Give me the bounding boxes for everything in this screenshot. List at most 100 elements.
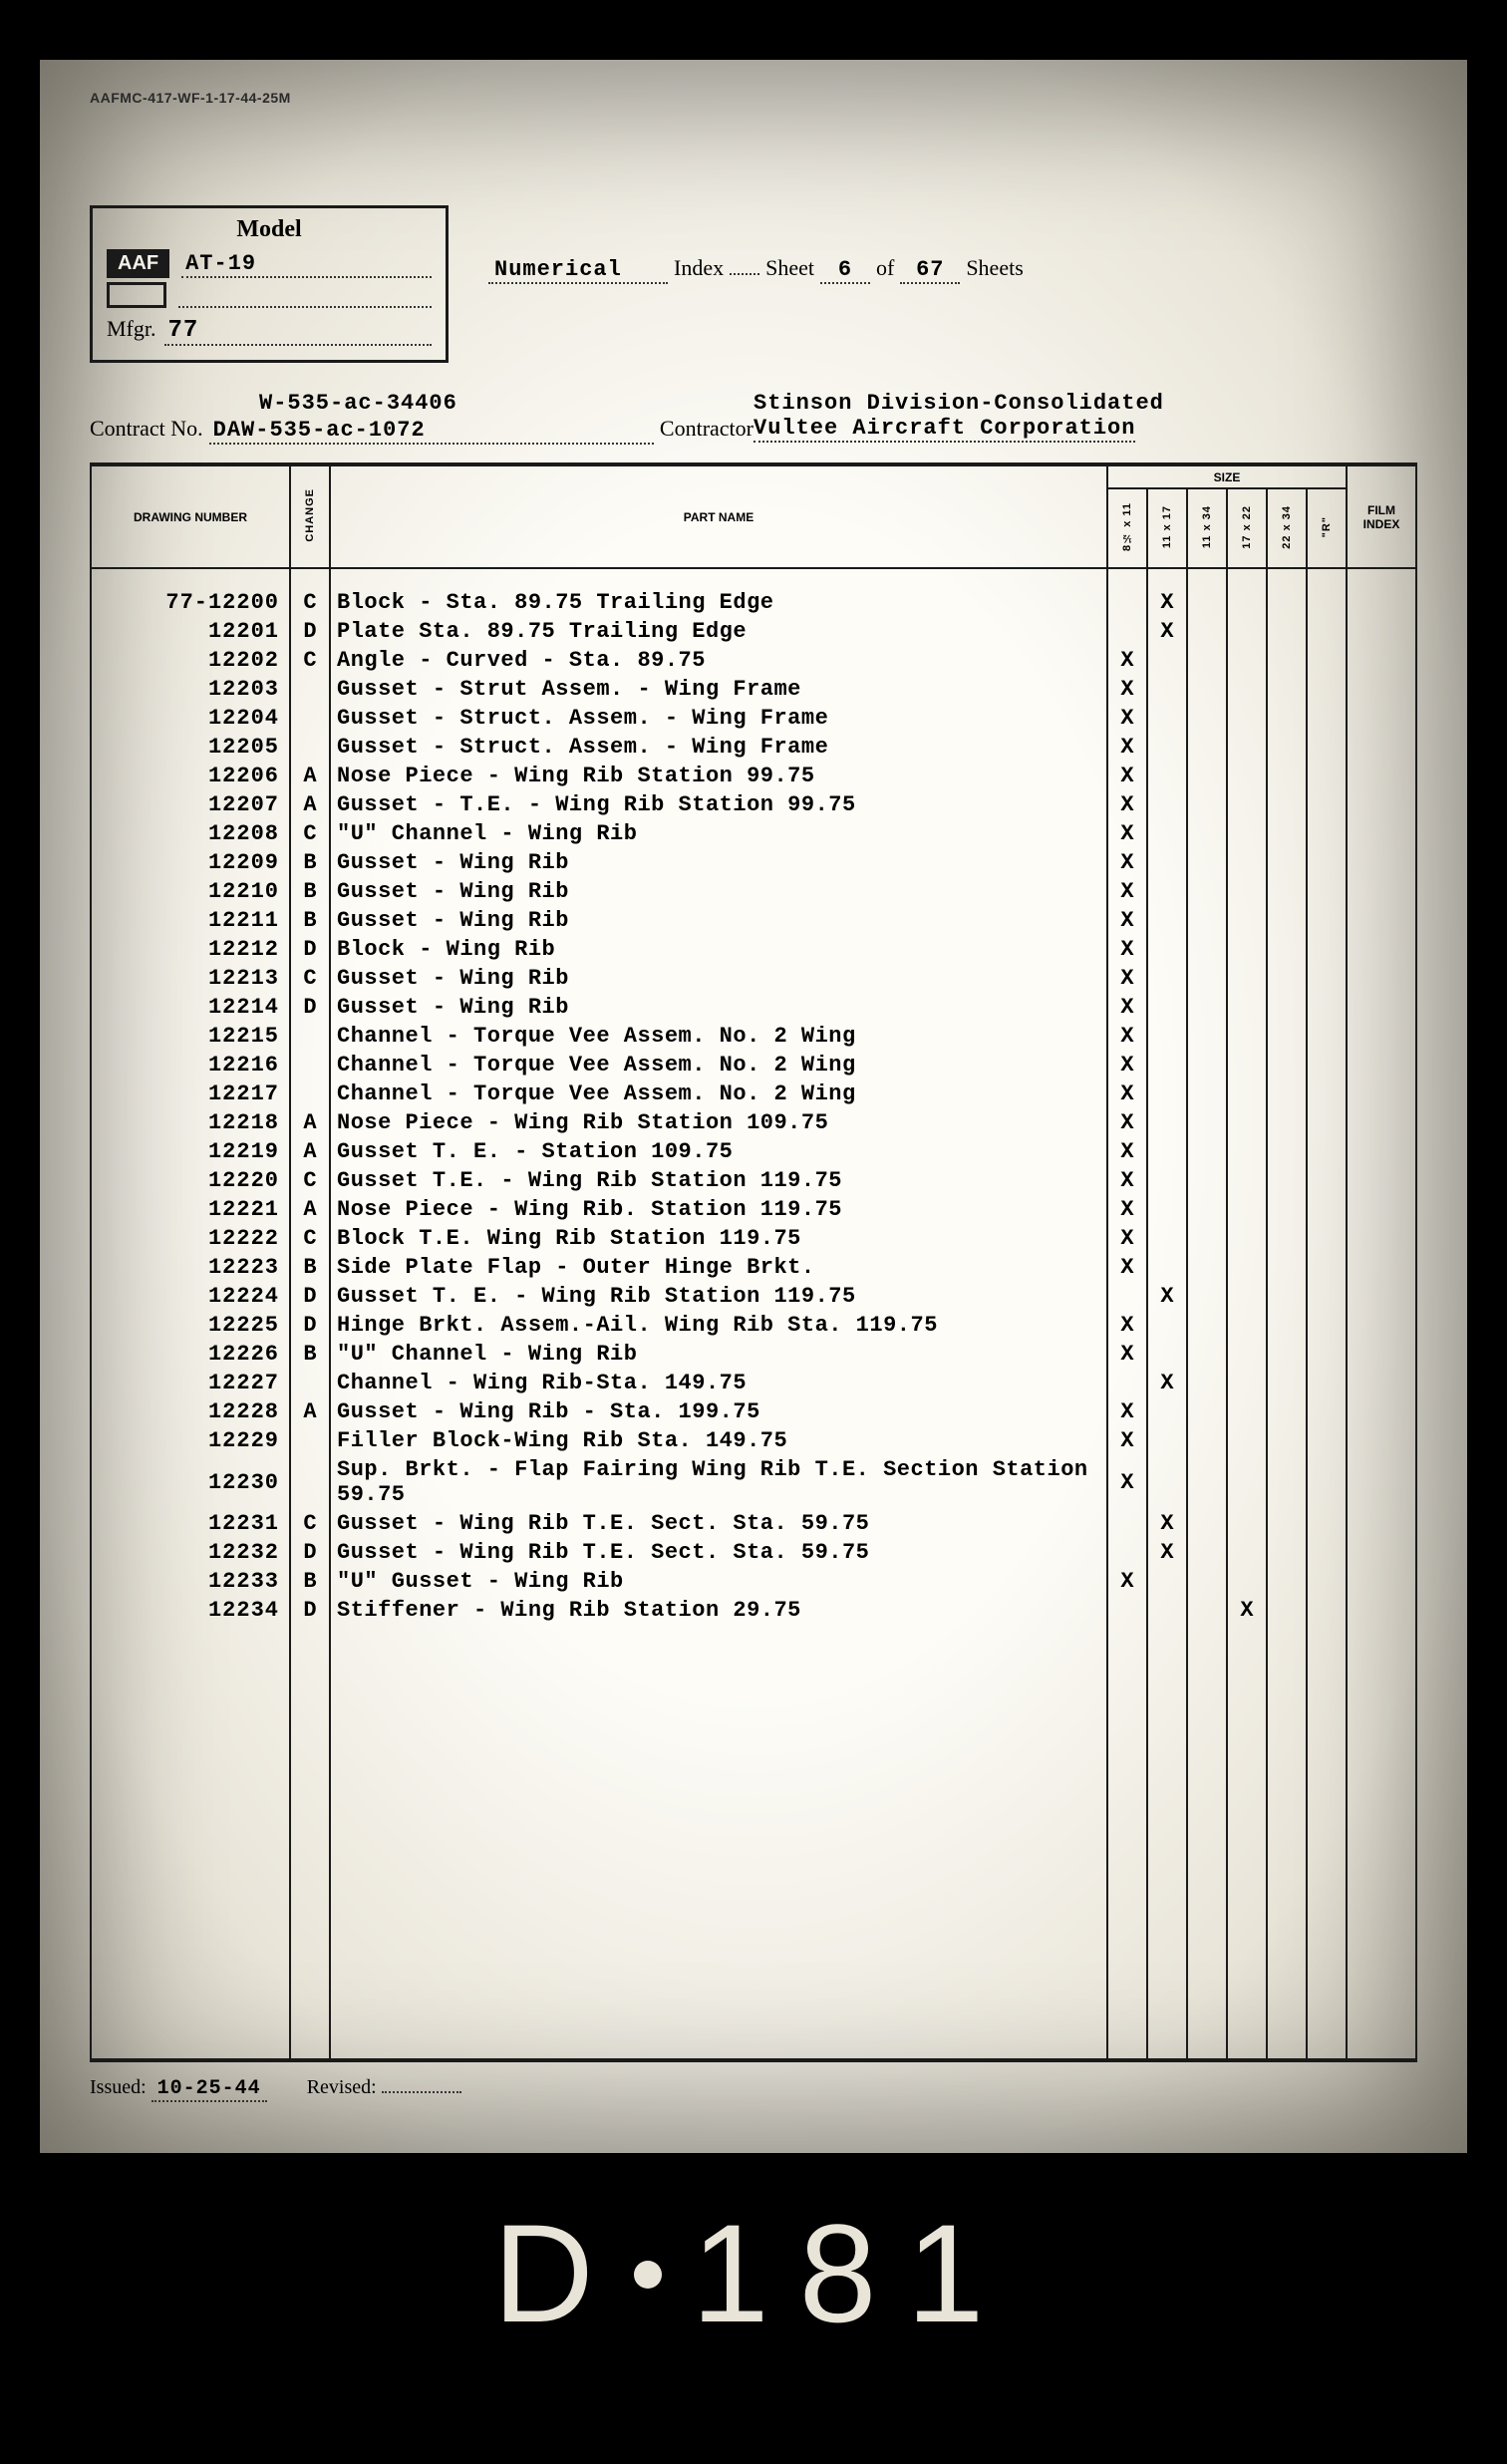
cell-size-2 [1187,819,1227,848]
cell-size-0: X [1107,762,1147,790]
cell-part-name: Nose Piece - Wing Rib Station 109.75 [330,1108,1107,1137]
cell-size-1 [1147,1051,1187,1079]
cell-size-3 [1227,1137,1267,1166]
cell-size-3 [1227,1509,1267,1538]
cell-film-index [1347,790,1416,819]
cell-size-2 [1187,588,1227,617]
cell-change: B [290,1253,330,1282]
cell-change [290,733,330,762]
cell-size-0: X [1107,935,1147,964]
cell-size-0: X [1107,964,1147,993]
cell-size-4 [1267,935,1307,964]
mfgr-value: 77 [164,317,433,346]
cell-size-3 [1227,1108,1267,1137]
cell-part-name: Gusset - Struct. Assem. - Wing Frame [330,704,1107,733]
cell-size-3 [1227,1369,1267,1397]
cell-size-5 [1307,675,1347,704]
cell-size-3 [1227,790,1267,819]
col-size-4: 22 x 34 [1267,488,1307,568]
cell-film-index [1347,704,1416,733]
mfgr-label: Mfgr. [107,316,156,342]
cell-size-5 [1307,762,1347,790]
cell-film-index [1347,906,1416,935]
cell-size-5 [1307,1455,1347,1509]
cell-size-3 [1227,1224,1267,1253]
cell-drawing-number: 12214 [91,993,290,1022]
cell-change: D [290,993,330,1022]
cell-drawing-number: 12217 [91,1079,290,1108]
cell-size-5 [1307,1253,1347,1282]
cell-size-2 [1187,1224,1227,1253]
table-row: 12217Channel - Torque Vee Assem. No. 2 W… [91,1079,1416,1108]
blank-badge [107,282,166,308]
cell-change: A [290,762,330,790]
table-row: 12227Channel - Wing Rib-Sta. 149.75X [91,1369,1416,1397]
cell-size-4 [1267,1282,1307,1311]
cell-change [290,1079,330,1108]
cell-size-2 [1187,935,1227,964]
cell-film-index [1347,588,1416,617]
cell-size-4 [1267,1195,1307,1224]
cell-size-1 [1147,964,1187,993]
contract-area: W-535-ac-34406 Contract No. DAW-535-ac-1… [90,391,1417,445]
cell-size-5 [1307,1051,1347,1079]
cell-size-0: X [1107,1108,1147,1137]
cell-part-name: Block - Sta. 89.75 Trailing Edge [330,588,1107,617]
cell-film-index [1347,1108,1416,1137]
table-row: 12222CBlock T.E. Wing Rib Station 119.75… [91,1224,1416,1253]
cell-size-1 [1147,993,1187,1022]
cell-size-5 [1307,588,1347,617]
table-row: 12204Gusset - Struct. Assem. - Wing Fram… [91,704,1416,733]
cell-size-5 [1307,848,1347,877]
frame-number: 181 [692,2195,1015,2351]
cell-size-2 [1187,1079,1227,1108]
cell-size-4 [1267,1137,1307,1166]
w-number: W-535-ac-34406 [259,391,754,416]
cell-size-1 [1147,1224,1187,1253]
revised-value [382,2091,461,2093]
cell-change: C [290,964,330,993]
cell-drawing-number: 12221 [91,1195,290,1224]
col-size-3: 17 x 22 [1227,488,1267,568]
cell-size-3 [1227,1166,1267,1195]
cell-film-index [1347,733,1416,762]
cell-size-1 [1147,1455,1187,1509]
table-row: 12224DGusset T. E. - Wing Rib Station 11… [91,1282,1416,1311]
cell-size-3 [1227,1426,1267,1455]
cell-part-name: Filler Block-Wing Rib Sta. 149.75 [330,1426,1107,1455]
cell-size-3 [1227,704,1267,733]
cell-size-4 [1267,1426,1307,1455]
cell-size-0: X [1107,646,1147,675]
cell-size-1 [1147,675,1187,704]
cell-film-index [1347,1282,1416,1311]
col-drawing-number: DRAWING NUMBER [91,464,290,568]
cell-film-index [1347,1137,1416,1166]
cell-size-3 [1227,1253,1267,1282]
cell-size-1 [1147,1166,1187,1195]
cell-size-4 [1267,1224,1307,1253]
cell-size-5 [1307,1397,1347,1426]
cell-size-1 [1147,790,1187,819]
cell-size-5 [1307,1282,1347,1311]
cell-size-4 [1267,733,1307,762]
footer: Issued: 10-25-44 Revised: [90,2076,1417,2100]
cell-size-3 [1227,588,1267,617]
cell-size-4 [1267,877,1307,906]
table-row-blank [91,1654,1416,1683]
cell-size-5 [1307,1195,1347,1224]
cell-size-3 [1227,848,1267,877]
cell-change: A [290,1397,330,1426]
cell-size-5 [1307,617,1347,646]
cell-size-4 [1267,1369,1307,1397]
table-row: 12230Sup. Brkt. - Flap Fairing Wing Rib … [91,1455,1416,1509]
cell-film-index [1347,1509,1416,1538]
cell-change: B [290,1567,330,1596]
cell-size-5 [1307,704,1347,733]
cell-size-2 [1187,646,1227,675]
cell-size-5 [1307,1108,1347,1137]
cell-size-0: X [1107,1051,1147,1079]
cell-change: A [290,1137,330,1166]
cell-part-name: Block T.E. Wing Rib Station 119.75 [330,1224,1107,1253]
cell-size-5 [1307,1224,1347,1253]
cell-part-name: Gusset - T.E. - Wing Rib Station 99.75 [330,790,1107,819]
